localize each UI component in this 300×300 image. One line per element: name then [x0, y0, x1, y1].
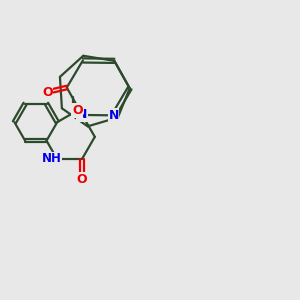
Text: O: O [77, 173, 88, 186]
Text: N: N [109, 109, 119, 122]
Text: O: O [72, 104, 83, 117]
Text: O: O [42, 85, 53, 99]
Text: N: N [77, 109, 87, 122]
Text: NH: NH [42, 152, 62, 165]
